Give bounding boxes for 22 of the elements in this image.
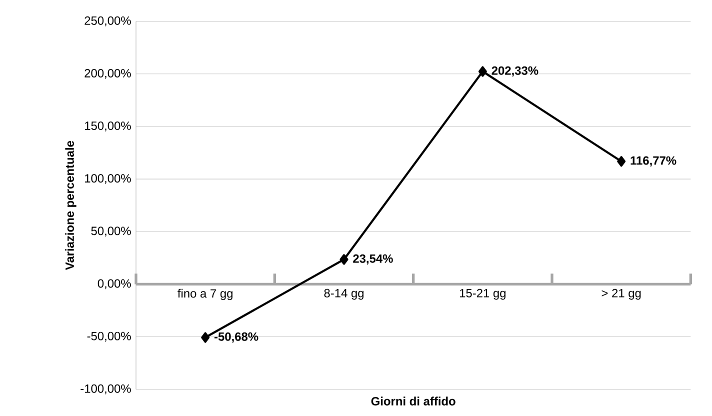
x-tick-label: 15-21 gg: [460, 288, 506, 300]
y-axis-title: Variazione percentuale: [65, 140, 76, 270]
x-axis-title: Giorni di affido: [371, 396, 456, 406]
data-label: 202,33%: [492, 66, 538, 77]
y-tick-label: -100,00%: [80, 384, 131, 394]
y-tick-label: 150,00%: [85, 122, 131, 132]
x-tick-label: fino a 7 gg: [178, 288, 232, 300]
point: [617, 156, 626, 167]
point: [201, 332, 210, 343]
y-tick-label: 0,00%: [98, 279, 131, 290]
y-tick-label: 100,00%: [85, 174, 131, 184]
data-label: -50,68%: [214, 332, 258, 343]
x-tick-label: > 21 gg: [602, 288, 641, 300]
data-label: 23,54%: [353, 254, 393, 265]
y-tick-label: 250,00%: [84, 16, 131, 26]
y-tick-label: -50,00%: [87, 332, 131, 342]
point: [478, 66, 487, 77]
y-tick-label: 50,00%: [91, 226, 131, 237]
point: [340, 254, 348, 265]
y-tick-label: 200,00%: [84, 68, 131, 79]
x-tick-label: 8-14 gg: [324, 288, 364, 300]
data-label: 116,77%: [630, 156, 676, 167]
